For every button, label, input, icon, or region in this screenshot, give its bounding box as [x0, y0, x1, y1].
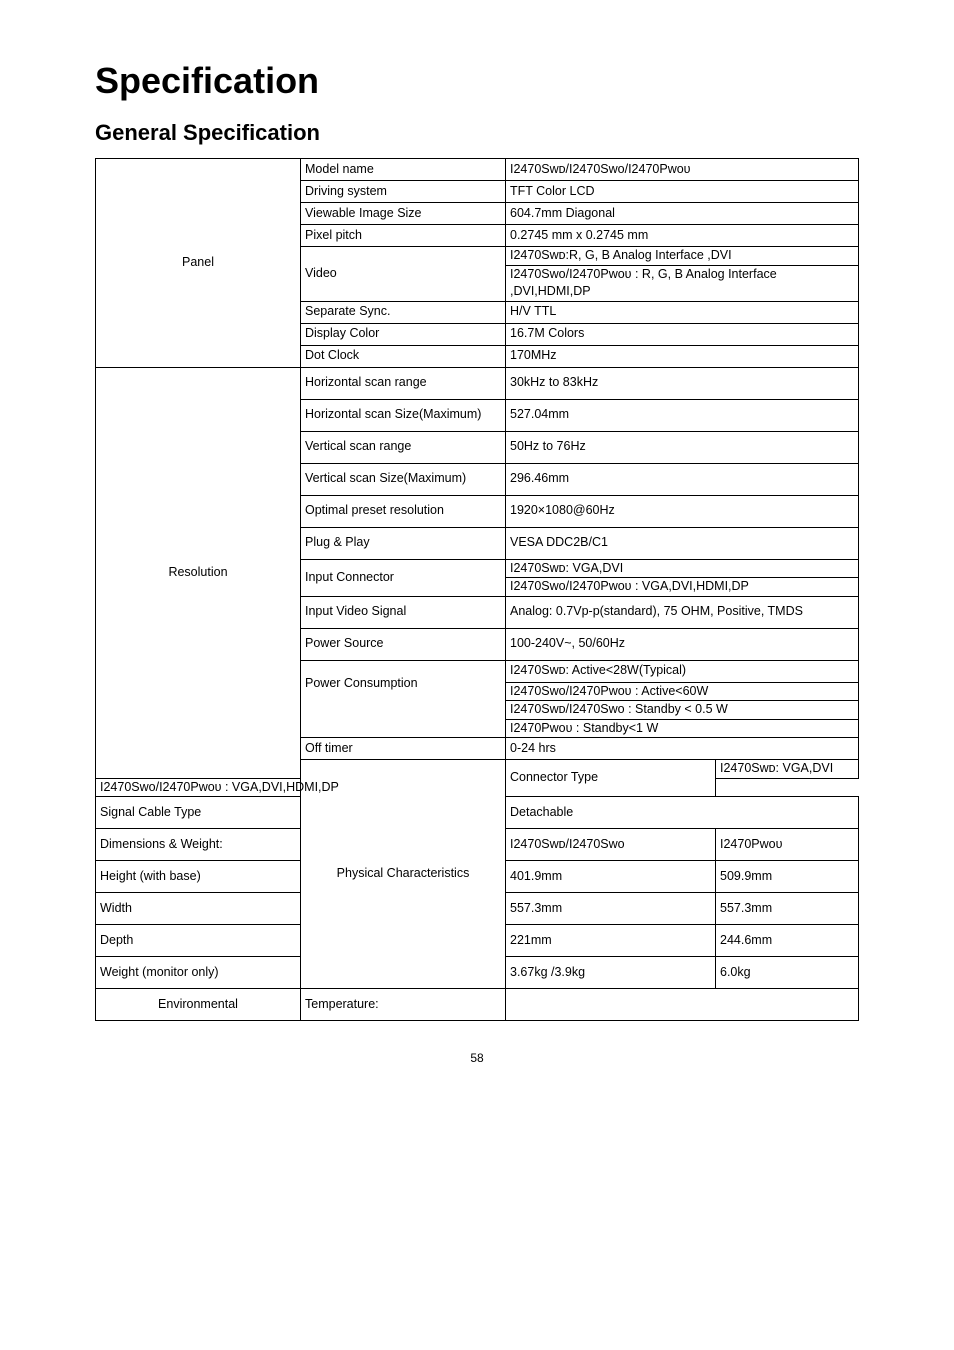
- label-hsize: Horizontal scan Size(Maximum): [301, 399, 506, 431]
- value-input-conn-2: I2470Sᴡᴏ/I2470Pᴡᴏᴜ : VGA,DVI,HDMI,DP: [506, 578, 859, 597]
- value-display-color: 16.7M Colors: [506, 323, 859, 345]
- value-height-a: 401.9mm: [506, 861, 716, 893]
- label-weight: Weight (monitor only): [96, 957, 301, 989]
- value-separate: H/V TTL: [506, 301, 859, 323]
- value-vsize: 296.46mm: [506, 463, 859, 495]
- label-video: Video: [301, 247, 506, 302]
- value-width-a: 557.3mm: [506, 893, 716, 925]
- value-hscan: 30kHz to 83kHz: [506, 367, 859, 399]
- label-temperature: Temperature:: [301, 989, 506, 1021]
- value-input-video: Analog: 0.7Vp-p(standard), 75 OHM, Posit…: [506, 596, 859, 628]
- value-driving: TFT Color LCD: [506, 181, 859, 203]
- value-viewable: 604.7mm Diagonal: [506, 203, 859, 225]
- value-height-b: 509.9mm: [716, 861, 859, 893]
- value-conn-type-1: I2470Sᴡᴅ: VGA,DVI: [716, 760, 859, 779]
- label-off-timer: Off timer: [301, 738, 506, 760]
- value-dim-b: I2470Pᴡᴏᴜ: [716, 829, 859, 861]
- value-conn-type-2: I2470Sᴡᴏ/I2470Pᴡᴏᴜ : VGA,DVI,HDMI,DP: [96, 778, 506, 797]
- value-depth-a: 221mm: [506, 925, 716, 957]
- value-model-name: I2470Sᴡᴅ/I2470Sᴡᴏ/I2470Pᴡᴏᴜ: [506, 159, 859, 181]
- value-input-conn-1: I2470Sᴡᴅ: VGA,DVI: [506, 559, 859, 578]
- label-plug: Plug & Play: [301, 527, 506, 559]
- label-driving: Driving system: [301, 181, 506, 203]
- value-video-2: I2470Sᴡᴏ/I2470Pᴡᴏᴜ : R, G, B Analog Inte…: [506, 265, 859, 301]
- label-input-conn: Input Connector: [301, 559, 506, 596]
- category-environmental: Environmental: [96, 989, 301, 1021]
- label-display-color: Display Color: [301, 323, 506, 345]
- value-weight-a: 3.67kg /3.9kg: [506, 957, 716, 989]
- category-panel: Panel: [96, 159, 301, 368]
- value-optimal: 1920×1080@60Hz: [506, 495, 859, 527]
- label-optimal: Optimal preset resolution: [301, 495, 506, 527]
- value-dot-clock: 170MHz: [506, 345, 859, 367]
- category-resolution: Resolution: [96, 367, 301, 778]
- label-model-name: Model name: [301, 159, 506, 181]
- section-title: General Specification: [95, 120, 859, 146]
- value-temperature: [506, 989, 859, 1021]
- value-pixel: 0.2745 mm x 0.2745 mm: [506, 225, 859, 247]
- label-pixel: Pixel pitch: [301, 225, 506, 247]
- page-title: Specification: [95, 60, 859, 102]
- value-hsize: 527.04mm: [506, 399, 859, 431]
- label-dot-clock: Dot Clock: [301, 345, 506, 367]
- label-hscan: Horizontal scan range: [301, 367, 506, 399]
- value-width-b: 557.3mm: [716, 893, 859, 925]
- value-power-cons-1: I2470Sᴡᴅ: Active<28W(Typical): [506, 660, 859, 682]
- label-viewable: Viewable Image Size: [301, 203, 506, 225]
- spec-table: Panel Model name I2470Sᴡᴅ/I2470Sᴡᴏ/I2470…: [95, 158, 859, 1021]
- label-width: Width: [96, 893, 301, 925]
- label-conn-type: Connector Type: [506, 760, 716, 797]
- label-vsize: Vertical scan Size(Maximum): [301, 463, 506, 495]
- label-depth: Depth: [96, 925, 301, 957]
- value-weight-b: 6.0kg: [716, 957, 859, 989]
- label-power-src: Power Source: [301, 628, 506, 660]
- value-depth-b: 244.6mm: [716, 925, 859, 957]
- value-video-1: I2470Sᴡᴅ:R, G, B Analog Interface ,DVI: [506, 247, 859, 266]
- label-dimensions: Dimensions & Weight:: [96, 829, 301, 861]
- value-vscan: 50Hz to 76Hz: [506, 431, 859, 463]
- label-input-video: Input Video Signal: [301, 596, 506, 628]
- page-number: 58: [95, 1051, 859, 1065]
- value-signal: Detachable: [506, 797, 859, 829]
- label-signal: Signal Cable Type: [96, 797, 301, 829]
- value-power-cons-3: I2470Sᴡᴅ/I2470Sᴡᴏ : Standby < 0.5 W: [506, 701, 859, 720]
- value-power-cons-2: I2470Sᴡᴏ/I2470Pᴡᴏᴜ : Active<60W: [506, 682, 859, 701]
- value-power-cons-4: I2470Pᴡᴏᴜ : Standby<1 W: [506, 719, 859, 738]
- value-power-src: 100-240V~, 50/60Hz: [506, 628, 859, 660]
- label-power-cons: Power Consumption: [301, 660, 506, 738]
- value-off-timer: 0-24 hrs: [506, 738, 859, 760]
- label-height: Height (with base): [96, 861, 301, 893]
- label-vscan: Vertical scan range: [301, 431, 506, 463]
- label-separate: Separate Sync.: [301, 301, 506, 323]
- value-dim-a: I2470Sᴡᴅ/I2470Sᴡᴏ: [506, 829, 716, 861]
- value-plug: VESA DDC2B/C1: [506, 527, 859, 559]
